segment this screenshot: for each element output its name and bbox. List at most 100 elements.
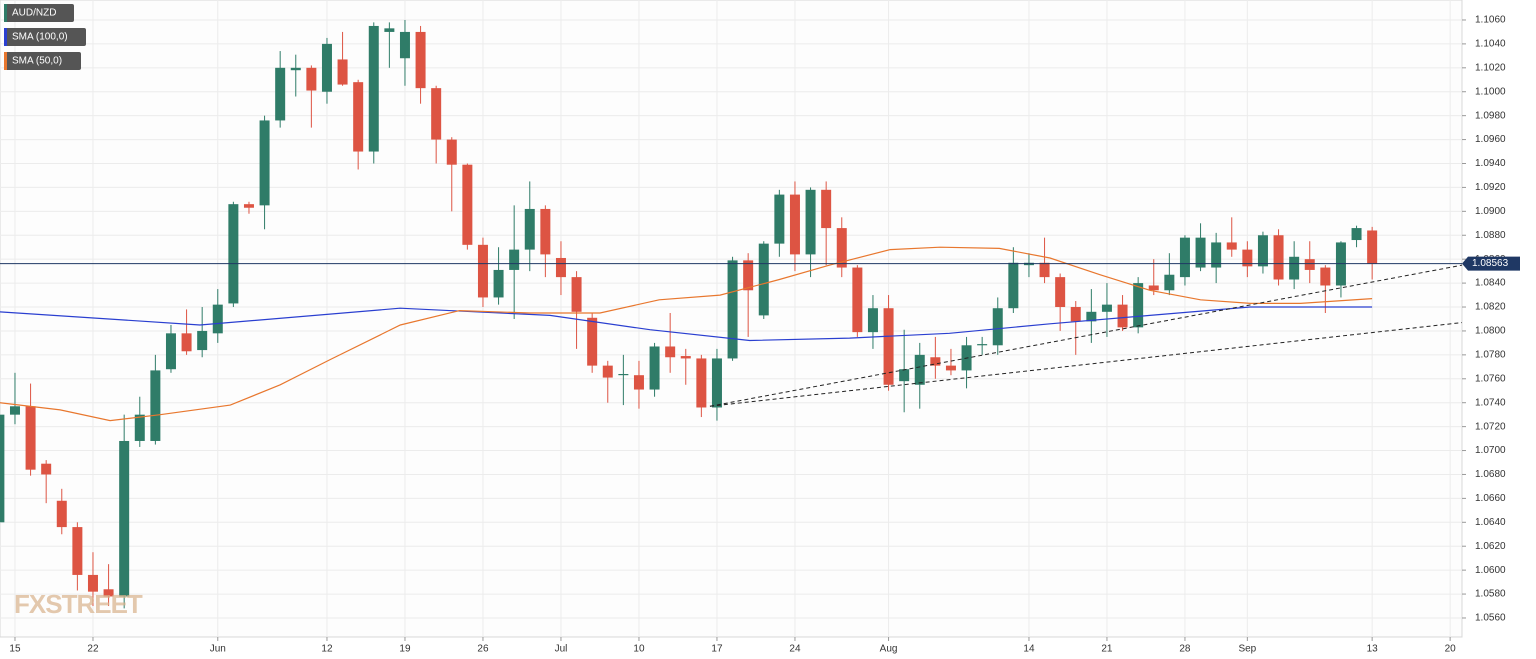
candle-body (836, 228, 847, 268)
candle-body (743, 260, 754, 291)
candle-body (415, 31, 426, 89)
y-tick-label: 1.0700 (1475, 445, 1506, 456)
candle-body (119, 440, 130, 597)
y-tick-label: 1.0760 (1475, 373, 1506, 384)
candle-body (992, 308, 1003, 346)
y-tick-label: 1.0820 (1475, 302, 1506, 313)
x-tick-label: 24 (789, 644, 801, 655)
candle-body (1289, 256, 1300, 280)
legend-swatch (4, 4, 7, 22)
candle-body (337, 59, 348, 85)
y-tick-label: 1.0960 (1475, 134, 1506, 145)
candle-body (571, 277, 582, 312)
x-tick-label: Jun (210, 644, 226, 655)
candle-body (805, 189, 816, 255)
legend: AUD/NZD SMA (100,0) SMA (50,0) (4, 4, 86, 70)
x-tick-label: 14 (1023, 644, 1035, 655)
candle-body (1304, 259, 1315, 270)
x-tick-label: Sep (1238, 644, 1256, 655)
y-tick-label: 1.0980 (1475, 110, 1506, 121)
y-tick-label: 1.0640 (1475, 517, 1506, 528)
candle-body (384, 28, 395, 32)
candle-body (1148, 285, 1159, 291)
candle-body (228, 204, 239, 304)
candle-body (493, 269, 504, 298)
y-tick-label: 1.0900 (1475, 206, 1506, 217)
x-tick-label: 19 (399, 644, 411, 655)
candle-body (727, 260, 738, 359)
candle-body (1211, 242, 1222, 268)
candle-body (899, 369, 910, 382)
y-tick-label: 1.0800 (1475, 326, 1506, 337)
x-tick-label: 17 (711, 644, 723, 655)
x-tick-label: 10 (633, 644, 645, 655)
y-tick-label: 1.0920 (1475, 182, 1506, 193)
y-tick-label: 1.0880 (1475, 230, 1506, 241)
candle-body (524, 208, 535, 250)
candle-body (197, 330, 208, 351)
x-tick-label: 13 (1367, 644, 1379, 655)
candle-body (275, 67, 286, 121)
candle-body (914, 354, 925, 385)
candle-body (259, 120, 270, 206)
candle-body (446, 139, 457, 165)
candle-body (665, 346, 676, 358)
candle-body (1164, 274, 1175, 291)
candle-body (0, 414, 5, 523)
legend-box (4, 52, 81, 70)
candle-body (867, 308, 878, 333)
y-tick-label: 1.0660 (1475, 493, 1506, 504)
y-tick-label: 1.0840 (1475, 278, 1506, 289)
candle-body (789, 194, 800, 255)
legend-swatch (4, 28, 7, 46)
candle-body (1320, 267, 1331, 286)
candle-body (602, 365, 613, 378)
candle-body (1070, 307, 1081, 322)
candle-body (649, 346, 660, 390)
candle-body (587, 317, 598, 366)
y-tick-label: 1.1000 (1475, 86, 1506, 97)
candle-body (1242, 249, 1253, 267)
candle-body (1117, 304, 1128, 328)
axes: 1.0560 1.0580 1.0600 1.0620 1.0640 1.0660 1.06… (9, 15, 1520, 655)
candle-body (477, 244, 488, 298)
candle-body (555, 257, 566, 278)
candle-body (945, 365, 956, 371)
candle-body (540, 208, 551, 255)
candle-body (977, 344, 988, 346)
candle-body (431, 88, 442, 140)
candle-body (321, 43, 332, 92)
y-tick-label: 1.0560 (1475, 613, 1506, 624)
sma-line (0, 306, 1373, 342)
candle-body (1257, 235, 1268, 267)
price-tag (1462, 256, 1520, 271)
candle-body (821, 189, 832, 229)
y-tick-label: 1.0740 (1475, 397, 1506, 408)
candle-body (618, 373, 629, 376)
candle-body (290, 67, 301, 71)
candle-body (212, 304, 223, 334)
y-tick-label: 1.0720 (1475, 421, 1506, 432)
x-tick-label: 28 (1179, 644, 1191, 655)
x-tick-label: Aug (880, 644, 898, 655)
y-tick-label: 1.0940 (1475, 158, 1506, 169)
candle-body (165, 333, 176, 370)
candle-body (9, 406, 20, 415)
trend-line (709, 264, 1463, 407)
candle-body (368, 25, 379, 152)
y-tick-label: 1.1040 (1475, 39, 1506, 50)
candle-body (680, 356, 691, 359)
candle-body (852, 267, 863, 333)
y-tick-label: 1.0780 (1475, 349, 1506, 360)
candle-body (306, 67, 317, 91)
candle-body (1133, 283, 1144, 328)
legend-box (4, 4, 74, 22)
candle-body (1351, 228, 1362, 241)
candle-body (1008, 262, 1019, 309)
y-tick-label: 1.0680 (1475, 469, 1506, 480)
candle-body (1101, 304, 1112, 312)
candle-body (181, 333, 192, 352)
candle-body (25, 406, 36, 470)
candle-body (1273, 235, 1284, 280)
